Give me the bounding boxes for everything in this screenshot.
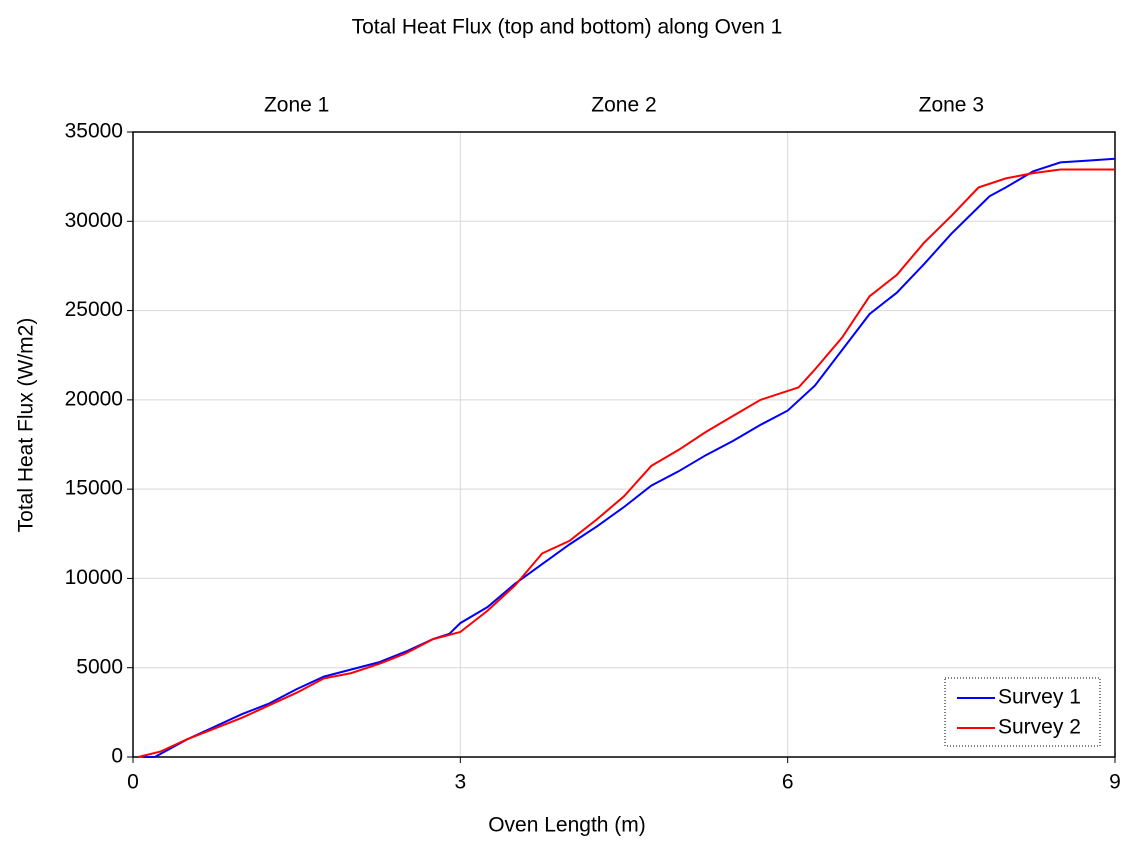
zone-label: Zone 2 <box>591 94 656 117</box>
legend-label: Survey 2 <box>998 716 1081 739</box>
zone-label: Zone 3 <box>919 94 984 117</box>
series-line <box>138 168 1115 758</box>
y-tick-label: 10000 <box>65 566 123 589</box>
chart-title: Total Heat Flux (top and bottom) along O… <box>352 16 783 39</box>
y-axis-label: Total Heat Flux (W/m2) <box>15 318 38 533</box>
x-tick-label: 3 <box>454 771 466 794</box>
y-tick-label: 20000 <box>65 387 123 410</box>
y-tick-label: 25000 <box>65 298 123 321</box>
y-tick-label: 35000 <box>65 120 123 143</box>
legend-label: Survey 1 <box>998 686 1081 709</box>
x-tick-label: 0 <box>127 771 139 794</box>
zone-label: Zone 1 <box>264 94 329 117</box>
legend-box <box>944 677 1101 747</box>
x-tick-label: 9 <box>1109 771 1121 794</box>
y-tick-label: 15000 <box>65 477 123 500</box>
y-tick-label: 30000 <box>65 209 123 232</box>
x-axis-label: Oven Length (m) <box>488 814 646 837</box>
series-line <box>143 157 1116 758</box>
plot-frame <box>132 131 1116 758</box>
y-tick-label: 5000 <box>76 655 123 678</box>
x-tick-label: 6 <box>782 771 794 794</box>
y-tick-label: 0 <box>111 745 123 768</box>
